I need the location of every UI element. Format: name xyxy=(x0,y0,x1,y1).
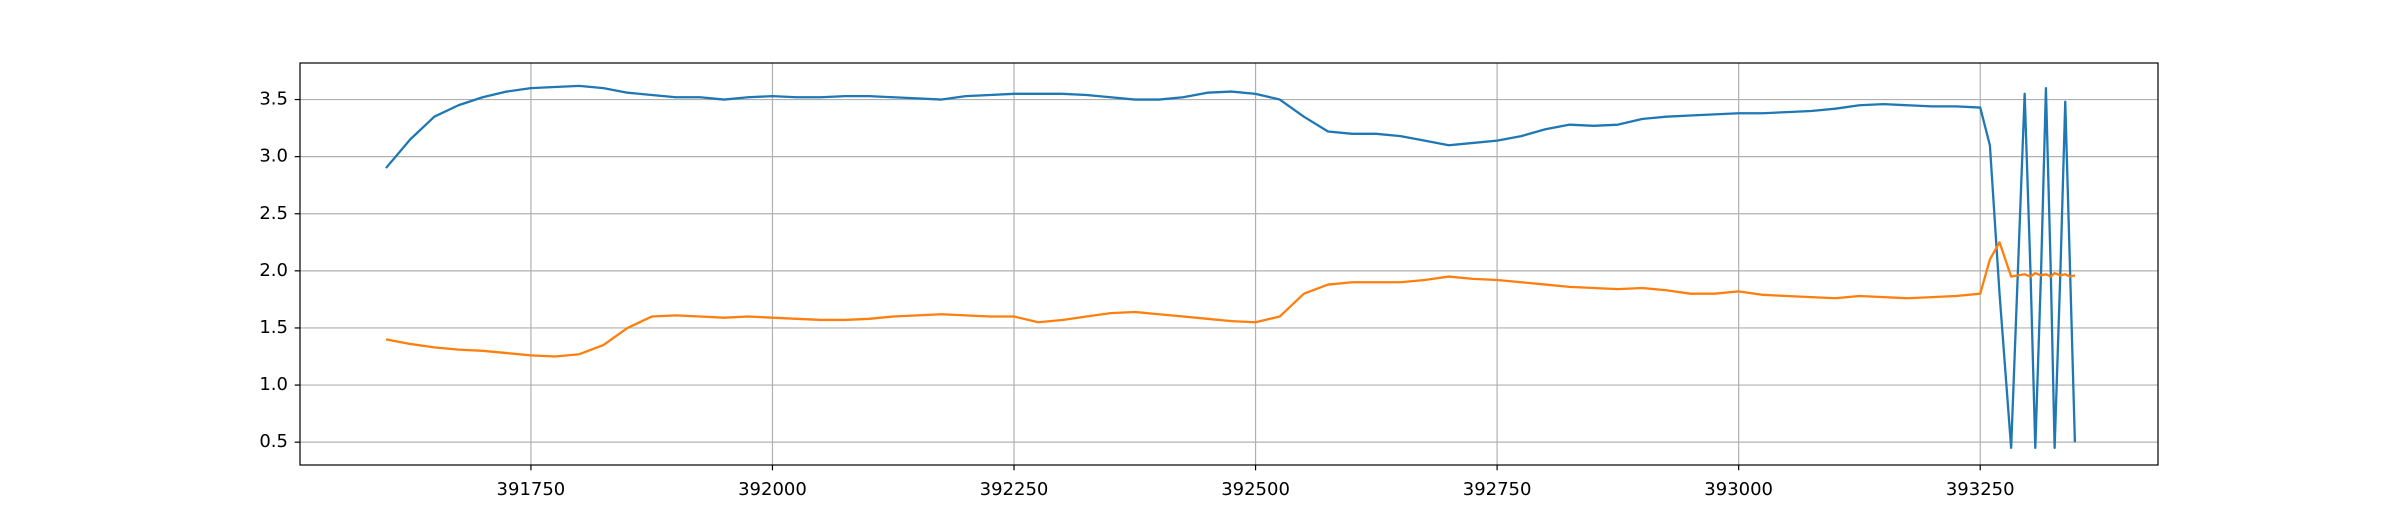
data-line xyxy=(385,84,2077,450)
x-tick-label: 392500 xyxy=(1221,479,1290,500)
y-tick-label: 3.0 xyxy=(259,146,288,167)
x-tick-label: 392750 xyxy=(1463,479,1532,500)
plot-frame xyxy=(299,62,2159,466)
y-tick-label: 1.5 xyxy=(259,317,288,338)
data-line xyxy=(385,241,2076,358)
y-tick-label: 2.5 xyxy=(259,203,288,224)
y-tick-label: 1.0 xyxy=(259,374,288,395)
x-tick-label: 393000 xyxy=(1704,479,1773,500)
x-tick-label: 392000 xyxy=(738,479,807,500)
x-tick-label: 391750 xyxy=(497,479,566,500)
x-tick-label: 393250 xyxy=(1946,479,2015,500)
y-tick-label: 3.5 xyxy=(259,89,288,110)
x-tick-label: 392250 xyxy=(980,479,1049,500)
y-tick-label: 2.0 xyxy=(259,260,288,281)
y-tick-label: 0.5 xyxy=(259,431,288,452)
